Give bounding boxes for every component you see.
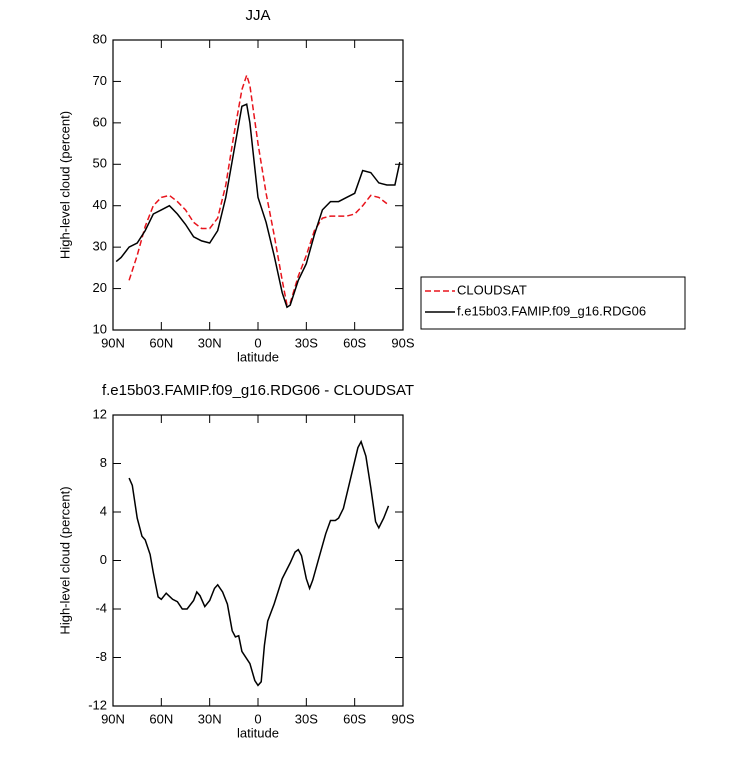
chart-title: f.e15b03.FAMIP.f09_g16.RDG06 - CLOUDSAT [102, 382, 414, 399]
y-tick-label: 30 [93, 239, 107, 254]
x-tick-label: 0 [254, 335, 261, 350]
x-axis-label: latitude [237, 349, 279, 364]
legend-label: f.e15b03.FAMIP.f09_g16.RDG06 [457, 303, 646, 318]
y-tick-label: 80 [93, 31, 107, 46]
x-tick-label: 90N [101, 335, 125, 350]
plot-frame [112, 39, 404, 331]
x-tick-label: 60S [343, 335, 366, 350]
plot-frame [112, 414, 404, 707]
y-tick-label: 50 [93, 156, 107, 171]
x-tick-label: 30S [295, 711, 318, 726]
y-tick-label: 20 [93, 280, 107, 295]
line-series [128, 72, 388, 307]
legend-box [420, 276, 686, 330]
y-tick-label: -12 [88, 697, 107, 712]
y-axis-label: High-level cloud (percent) [57, 111, 72, 259]
y-axis-label: High-level cloud (percent) [57, 486, 72, 634]
y-tick-label: -8 [95, 649, 107, 664]
x-axis-label: latitude [237, 725, 279, 740]
legend-label: CLOUDSAT [457, 282, 527, 297]
x-tick-label: 90S [391, 335, 414, 350]
y-tick-label: 4 [100, 503, 107, 518]
x-tick-label: 30N [198, 335, 222, 350]
chart-title: JJA [245, 7, 270, 24]
y-tick-label: -4 [95, 600, 107, 615]
y-tick-label: 0 [100, 552, 107, 567]
y-tick-label: 8 [100, 455, 107, 470]
x-tick-label: 90N [101, 711, 125, 726]
x-tick-label: 60N [149, 335, 173, 350]
x-tick-label: 60N [149, 711, 173, 726]
line-series [128, 439, 390, 687]
x-tick-label: 30S [295, 335, 318, 350]
y-tick-label: 70 [93, 73, 107, 88]
x-tick-label: 60S [343, 711, 366, 726]
y-tick-label: 10 [93, 321, 107, 336]
y-tick-label: 12 [93, 406, 107, 421]
x-tick-label: 30N [198, 711, 222, 726]
x-tick-label: 0 [254, 711, 261, 726]
x-tick-label: 90S [391, 711, 414, 726]
line-series [115, 103, 401, 309]
y-tick-label: 60 [93, 114, 107, 129]
y-tick-label: 40 [93, 197, 107, 212]
